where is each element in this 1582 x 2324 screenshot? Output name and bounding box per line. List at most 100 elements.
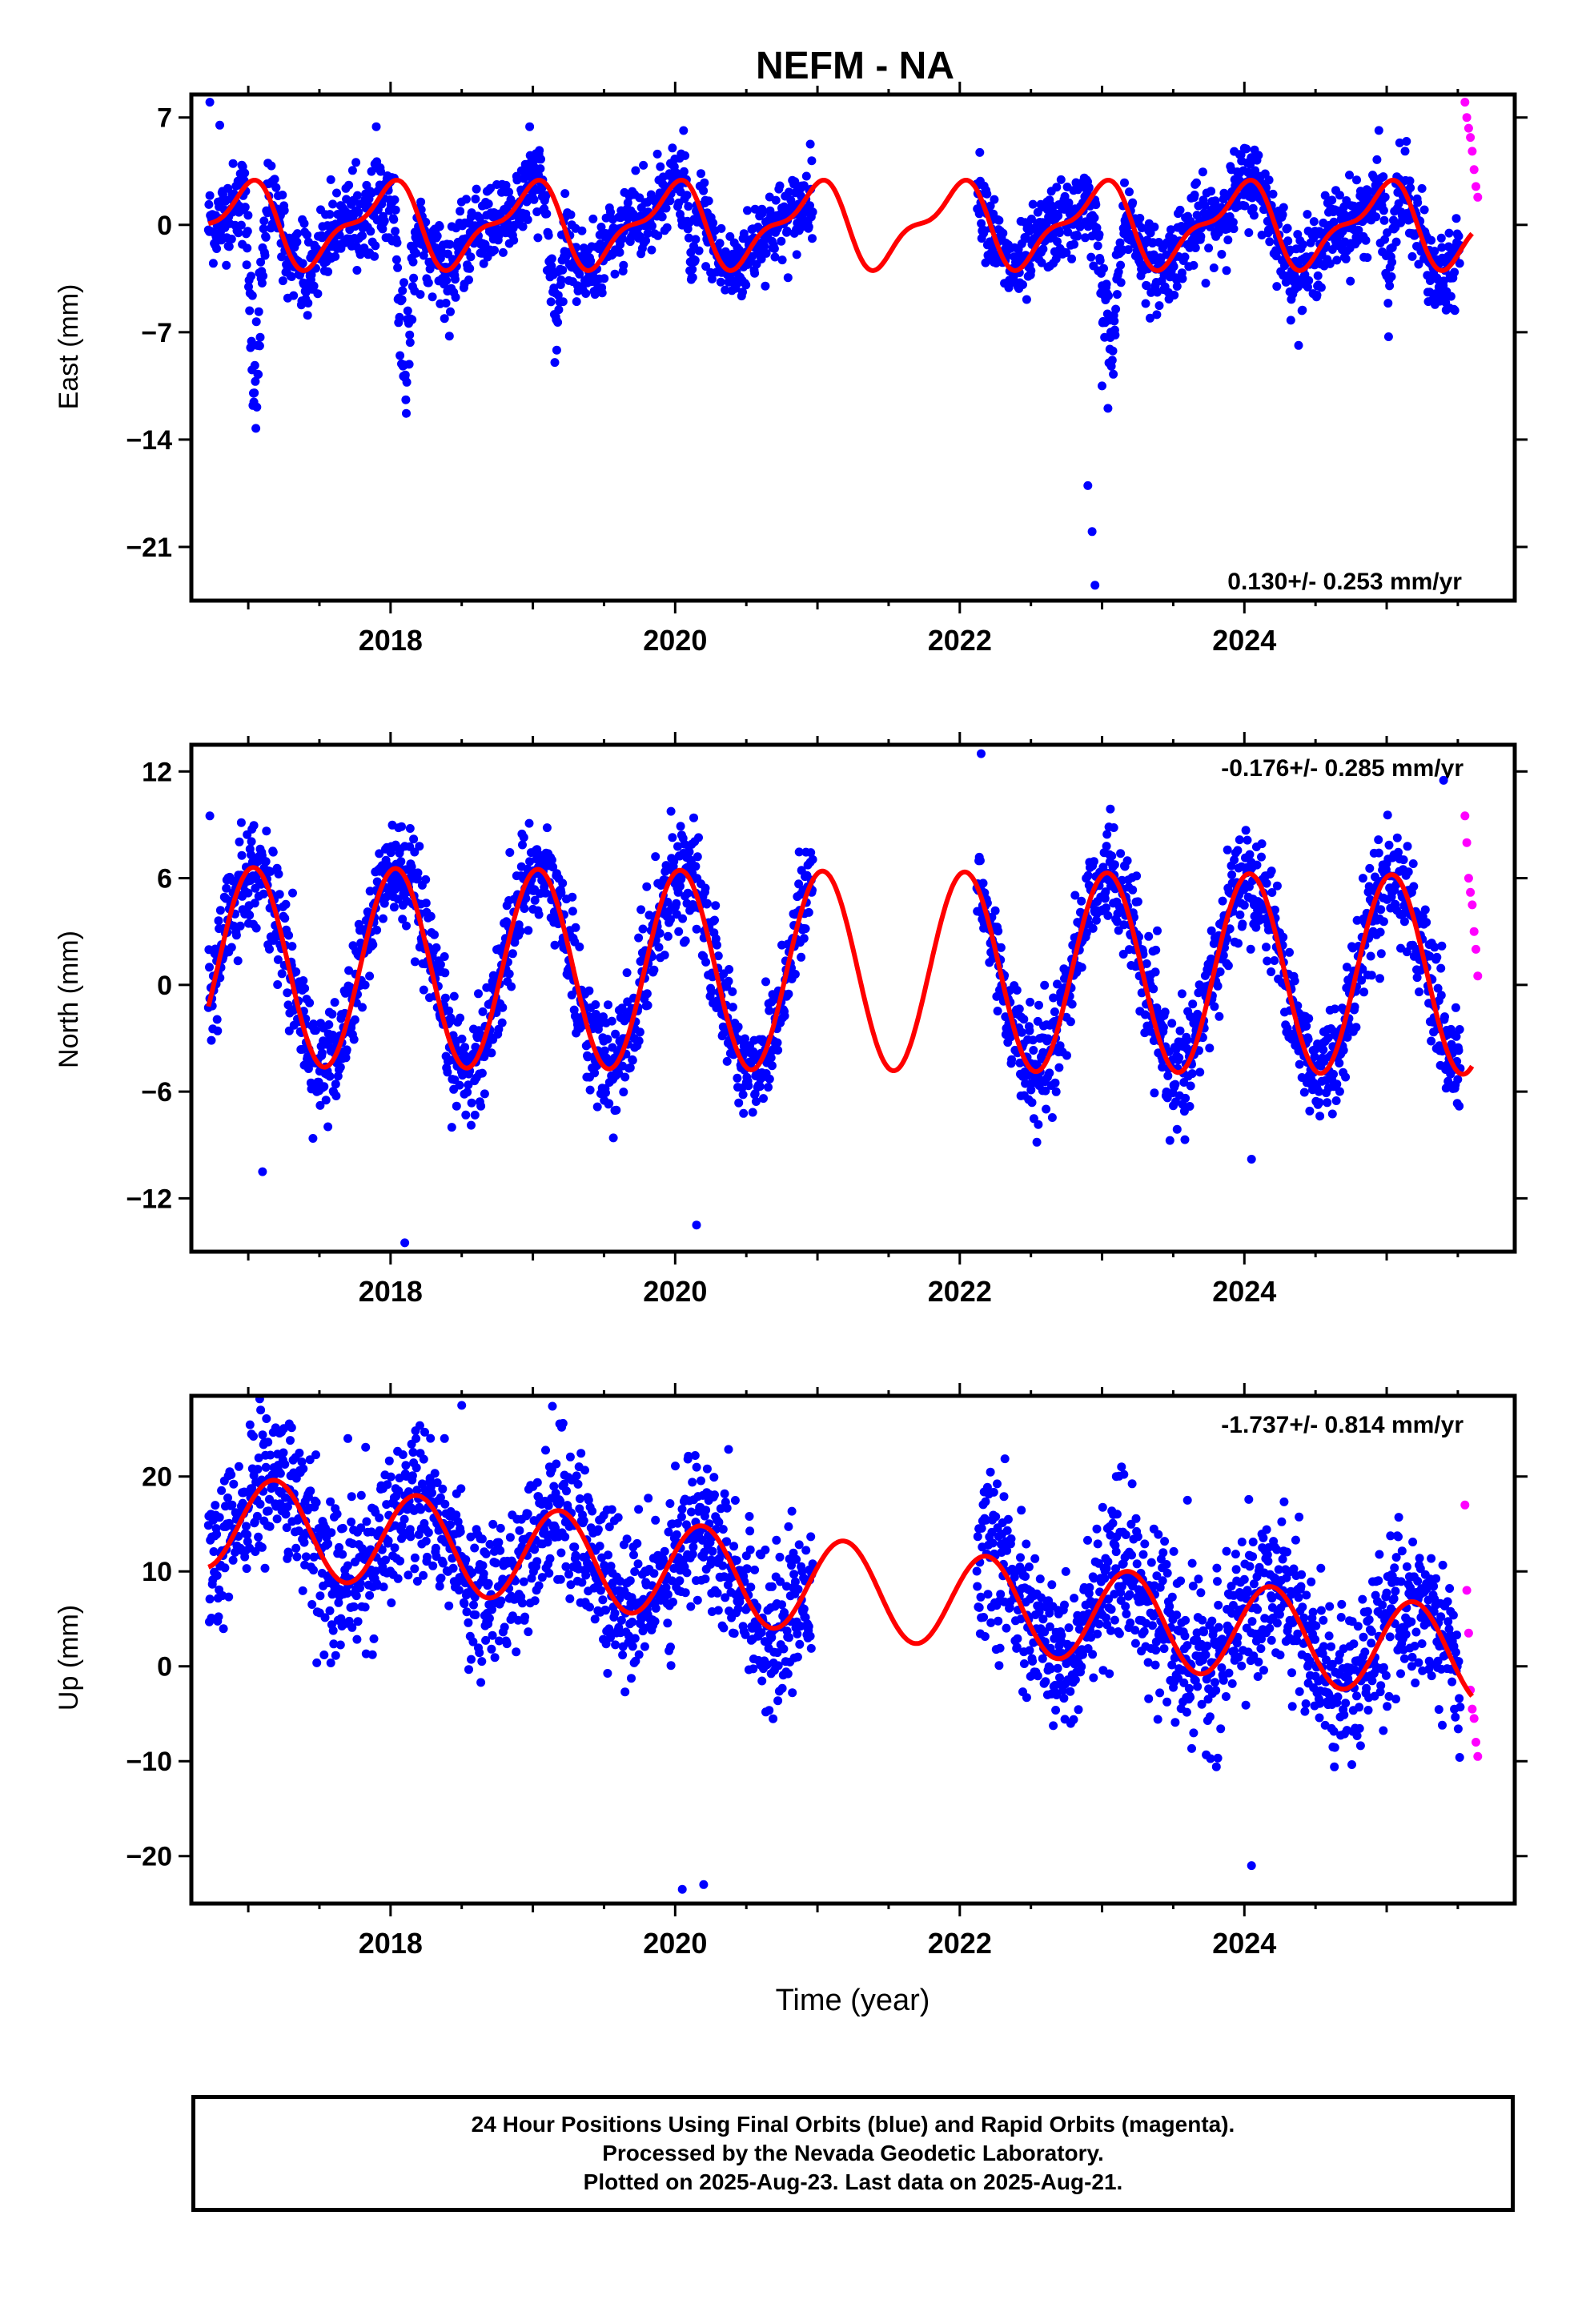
north-point — [1181, 1093, 1191, 1103]
north-point — [1230, 855, 1239, 865]
north-point — [1343, 1032, 1352, 1042]
east-point — [323, 267, 333, 276]
east-point — [1268, 189, 1278, 199]
east-point — [977, 219, 986, 228]
north-point — [268, 847, 278, 857]
north-point — [1403, 842, 1412, 851]
north-point — [797, 952, 806, 962]
east-point — [652, 149, 662, 159]
east-point — [1047, 204, 1057, 214]
east-point — [553, 291, 563, 300]
north-point — [1207, 926, 1216, 935]
north-point — [678, 914, 688, 923]
east-point — [465, 263, 475, 273]
north-point — [1262, 943, 1271, 952]
north-point — [467, 1098, 476, 1108]
north-point — [215, 906, 225, 915]
east-rapid-point — [1468, 147, 1477, 156]
north-point — [1331, 1096, 1341, 1105]
east-point — [743, 206, 752, 215]
north-point — [541, 888, 550, 898]
north-point — [625, 1063, 635, 1072]
east-point — [408, 257, 418, 267]
north-point — [590, 1068, 600, 1078]
north-point — [1365, 863, 1375, 873]
north-point — [668, 833, 677, 842]
north-point — [1040, 980, 1050, 990]
east-point — [1278, 210, 1287, 219]
east-point — [1110, 316, 1119, 326]
north-point — [1028, 1035, 1038, 1045]
east-point — [445, 239, 455, 249]
east-point — [270, 175, 279, 184]
east-point — [245, 306, 255, 316]
north-point — [1210, 1002, 1219, 1011]
up-point — [227, 1470, 236, 1479]
east-point — [347, 166, 357, 175]
east-point — [994, 215, 1004, 225]
east-point — [278, 191, 287, 199]
north-point — [274, 869, 283, 879]
north-x-axis: 2018 2020 2022 2024 — [247, 732, 1460, 1308]
north-point — [1267, 967, 1276, 976]
east-point — [716, 277, 725, 287]
north-point — [713, 951, 723, 961]
north-point — [365, 971, 375, 981]
north-point — [283, 988, 292, 998]
north-point — [1263, 956, 1272, 966]
north-point — [323, 1122, 333, 1132]
north-point — [464, 1080, 473, 1090]
north-point — [1403, 867, 1413, 877]
up-point — [228, 1555, 238, 1565]
east-point — [986, 201, 995, 211]
east-point — [1402, 137, 1411, 146]
north-point — [1213, 981, 1223, 991]
up-point — [212, 1570, 222, 1580]
north-point — [407, 862, 416, 871]
east-point — [475, 213, 484, 223]
north-point — [558, 879, 568, 888]
east-point — [679, 126, 689, 135]
north-point — [298, 1044, 307, 1054]
north-point — [1302, 1021, 1311, 1031]
east-point — [401, 395, 411, 404]
east-point — [1325, 259, 1335, 268]
up-point — [398, 1450, 408, 1459]
east-point — [303, 299, 313, 308]
north-point — [251, 923, 261, 933]
north-point — [1160, 1007, 1170, 1017]
east-point — [1391, 237, 1401, 247]
east-point — [205, 98, 215, 107]
east-point — [1022, 234, 1031, 243]
north-point — [1315, 1098, 1324, 1108]
north-y-tick-label: 12 — [142, 757, 172, 787]
north-point — [1315, 1112, 1325, 1121]
north-point — [1043, 1034, 1053, 1043]
north-point — [806, 848, 816, 858]
east-point — [1042, 219, 1051, 228]
east-point — [278, 276, 287, 286]
north-point — [288, 888, 297, 898]
east-point — [1102, 279, 1111, 289]
east-point — [242, 260, 251, 270]
east-x-axis: 2018 2020 2022 2024 — [247, 82, 1460, 657]
up-point — [298, 1586, 307, 1595]
east-point — [1172, 282, 1182, 291]
east-point — [252, 402, 262, 412]
north-point — [1103, 911, 1113, 920]
east-point — [1229, 224, 1239, 234]
north-point — [674, 927, 684, 936]
north-point — [300, 983, 310, 993]
east-point — [432, 231, 442, 241]
north-point — [476, 1101, 486, 1111]
north-point — [1163, 1071, 1173, 1080]
up-point — [287, 1423, 296, 1433]
north-y-tick-label: 0 — [157, 971, 172, 1001]
north-point — [1436, 991, 1446, 1000]
north-point — [402, 921, 411, 931]
north-point — [1091, 915, 1101, 925]
north-point — [311, 1026, 320, 1035]
north-point — [1007, 1055, 1017, 1064]
north-point — [1102, 830, 1112, 839]
up-point — [323, 1539, 333, 1549]
